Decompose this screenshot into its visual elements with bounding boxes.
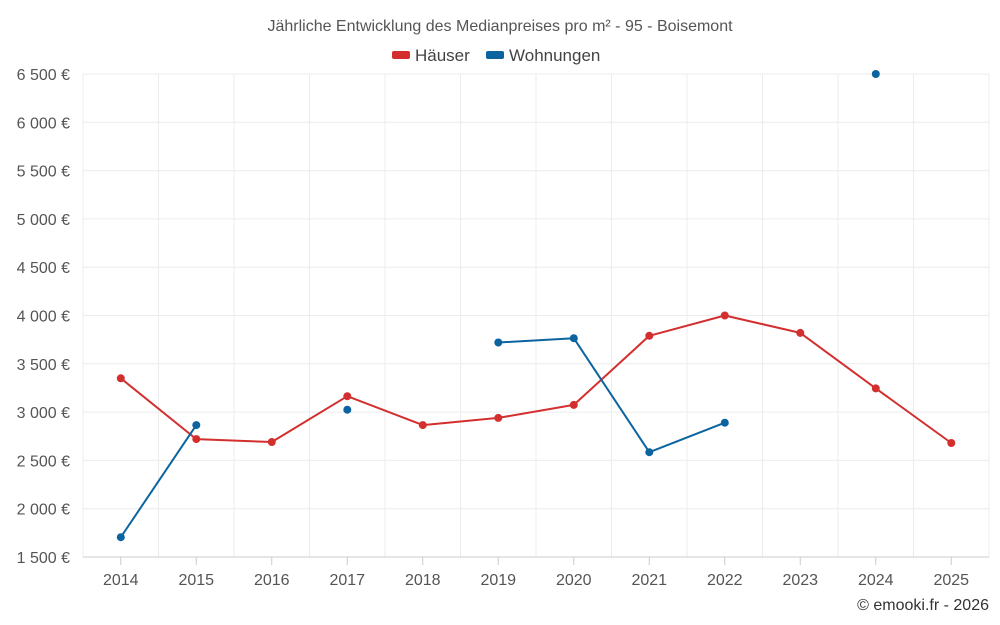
credit-text: © emooki.fr - 2026 [857, 597, 989, 614]
x-axis: 2014 2015 2016 2017 2018 2019 2020 2021 2022 2023… [83, 556, 989, 589]
legend-swatch-wohnungen [486, 51, 504, 59]
x-tick-label: 2022 [707, 572, 743, 589]
y-tick-label: 2 500 € [17, 453, 70, 470]
series [116, 70, 956, 542]
legend-label-wohnungen: Wohnungen [509, 46, 600, 65]
data-point[interactable] [720, 311, 729, 320]
data-point[interactable] [569, 400, 578, 409]
y-tick-label: 4 000 € [17, 309, 70, 326]
series-line [120, 314, 952, 444]
legend-item-haeuser[interactable]: Häuser [392, 46, 470, 65]
chart-title: Jährliche Entwicklung des Medianpreises … [267, 18, 733, 35]
grid [82, 73, 990, 557]
data-point[interactable] [871, 70, 880, 78]
data-point[interactable] [645, 448, 654, 457]
data-point[interactable] [947, 439, 956, 447]
data-point[interactable] [343, 405, 352, 414]
data-point[interactable] [192, 421, 201, 430]
data-point[interactable] [494, 338, 503, 347]
legend-swatch-haeuser [392, 51, 410, 59]
data-point[interactable] [116, 533, 125, 542]
data-point[interactable] [569, 334, 578, 343]
y-tick-label: 6 500 € [17, 67, 70, 84]
x-tick-label: 2018 [405, 572, 441, 589]
y-tick-label: 4 500 € [17, 260, 70, 277]
y-tick-label: 3 500 € [17, 357, 70, 374]
data-point[interactable] [267, 438, 276, 446]
legend-item-wohnungen[interactable]: Wohnungen [486, 46, 600, 65]
x-tick-label: 2014 [103, 572, 139, 589]
series-line [119, 424, 198, 538]
series-line [498, 337, 726, 454]
y-tick-label: 5 500 € [17, 164, 70, 181]
y-tick-label: 3 000 € [17, 405, 70, 422]
y-tick-label: 5 000 € [17, 212, 70, 229]
data-point[interactable] [494, 413, 503, 422]
y-axis: 1 500 € 2 000 € 2 500 € 3 000 € 3 500 € 4 000… [17, 67, 70, 567]
data-point[interactable] [192, 435, 201, 444]
x-tick-label: 2019 [480, 572, 516, 589]
x-tick-label: 2015 [178, 572, 214, 589]
x-tick-label: 2016 [254, 572, 290, 589]
data-point[interactable] [343, 392, 352, 401]
x-tick-label: 2025 [933, 572, 969, 589]
x-tick-label: 2023 [782, 572, 818, 589]
x-tick-label: 2021 [631, 572, 667, 589]
data-point[interactable] [871, 384, 880, 393]
x-tick-label: 2020 [556, 572, 592, 589]
x-tick-label: 2017 [329, 572, 365, 589]
legend: Häuser Wohnungen [392, 46, 600, 65]
series-wohnungen [116, 70, 880, 542]
legend-label-haeuser: Häuser [415, 46, 470, 65]
y-tick-label: 1 500 € [17, 550, 70, 567]
x-tick-label: 2024 [858, 572, 894, 589]
data-point[interactable] [796, 328, 805, 337]
data-point[interactable] [116, 374, 125, 383]
data-point[interactable] [645, 331, 654, 340]
y-tick-label: 2 000 € [17, 502, 70, 519]
series-haeuser [116, 311, 956, 447]
data-point[interactable] [418, 421, 427, 430]
y-tick-label: 6 000 € [17, 115, 70, 132]
data-point[interactable] [720, 418, 729, 427]
